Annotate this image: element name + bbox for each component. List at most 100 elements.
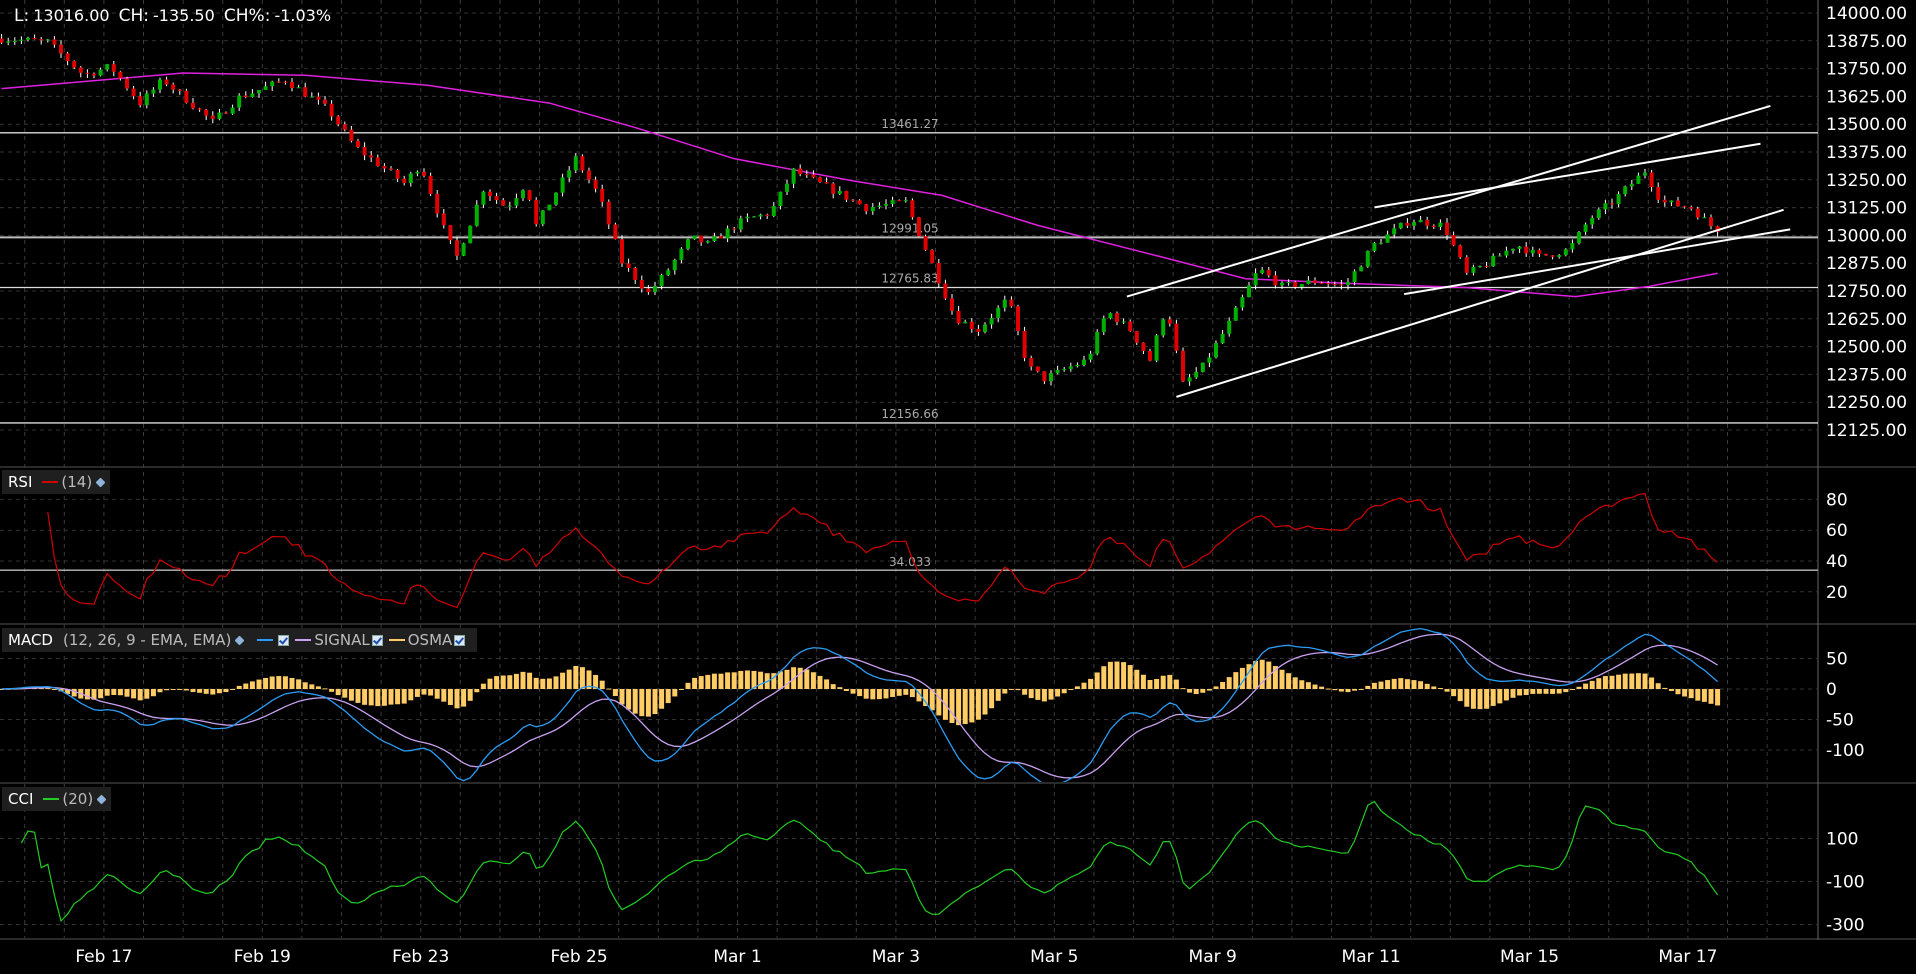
- candle-body: [1187, 377, 1192, 382]
- settings-icon[interactable]: [95, 477, 106, 487]
- osma-bar: [1385, 680, 1391, 689]
- osma-bar: [1088, 678, 1094, 689]
- osma-bar: [513, 673, 519, 689]
- candle-body: [1379, 242, 1383, 244]
- candle-body: [1068, 366, 1073, 370]
- macd-tick-label: -50: [1826, 711, 1854, 731]
- signal-visible-checkbox[interactable]: [371, 634, 383, 646]
- candle-body: [811, 174, 816, 178]
- osma-bar: [890, 689, 896, 697]
- osma-bar: [197, 689, 203, 693]
- candle-body: [290, 81, 294, 88]
- candle-body: [653, 286, 657, 293]
- osma-bar: [434, 689, 440, 699]
- settings-icon[interactable]: [96, 794, 107, 804]
- candle-body: [1392, 228, 1397, 235]
- y-tick-label: 12125.00: [1826, 421, 1907, 441]
- candle-body: [422, 171, 426, 176]
- candle-body: [527, 190, 532, 200]
- candle-body: [1511, 248, 1515, 251]
- osma-bar: [883, 689, 889, 699]
- osma-bar: [553, 676, 559, 689]
- candle-body: [349, 129, 354, 141]
- candle-body: [197, 108, 202, 110]
- settings-icon[interactable]: [234, 635, 245, 645]
- candle-body: [65, 53, 70, 62]
- cci-tick-label: -300: [1826, 916, 1865, 936]
- osma-bar: [527, 672, 533, 689]
- candle-body: [996, 307, 1001, 319]
- cci-series: [20, 800, 1719, 923]
- candle-body: [1517, 246, 1522, 249]
- osma-bar: [1675, 689, 1681, 695]
- candle-body: [1075, 364, 1080, 367]
- osma-visible-checkbox[interactable]: [454, 634, 466, 646]
- osma-bar: [969, 689, 975, 723]
- candle-body: [1273, 275, 1278, 286]
- candle-body: [250, 93, 255, 98]
- rsi-title: RSI: [8, 473, 33, 491]
- osma-bar: [500, 675, 506, 689]
- quote-readout: L: 13016.00 CH: -135.50 CH%: -1.03%: [14, 6, 335, 26]
- candle-body: [692, 235, 697, 240]
- candle-body: [1544, 253, 1548, 256]
- candle-body: [98, 69, 103, 76]
- osma-bar: [243, 683, 249, 689]
- candle-body: [1035, 366, 1040, 372]
- osma-bar: [1246, 664, 1252, 689]
- candle-body: [191, 102, 195, 109]
- osma-bar: [302, 682, 308, 689]
- osma-bar: [183, 689, 189, 691]
- candle-body: [177, 89, 182, 91]
- macd-panel-header[interactable]: MACD (12, 26, 9 - EMA, EMA) SIGNAL OSMA: [2, 628, 478, 652]
- candle-body: [474, 204, 479, 226]
- candle-body: [1346, 282, 1350, 285]
- osma-bar: [797, 667, 803, 689]
- candle-body: [1148, 350, 1152, 361]
- trendline: [1126, 105, 1771, 298]
- candle-body: [1412, 222, 1416, 226]
- rsi-panel-header[interactable]: RSI (14): [2, 470, 111, 494]
- y-tick-label: 12750.00: [1826, 282, 1907, 302]
- macd-visible-checkbox[interactable]: [278, 634, 290, 646]
- candle-body: [606, 201, 611, 225]
- osma-bar: [1378, 681, 1384, 689]
- osma-bar: [150, 689, 156, 697]
- osma-bar: [1325, 688, 1331, 690]
- candle-body: [580, 156, 585, 171]
- osma-bar: [685, 682, 691, 689]
- osma-bar: [1107, 661, 1113, 689]
- osma-bar: [1668, 689, 1674, 691]
- osma-bar: [1193, 689, 1199, 695]
- candle-body: [415, 171, 420, 174]
- candle-body: [699, 235, 704, 243]
- osma-bar: [1055, 689, 1061, 697]
- candle-body: [1167, 319, 1172, 324]
- candle-body: [1200, 362, 1205, 372]
- candle-body: [428, 175, 433, 194]
- osma-bar: [1622, 673, 1628, 689]
- candle-body: [573, 156, 578, 171]
- osma-bar: [1563, 689, 1569, 693]
- candle-body: [19, 39, 24, 41]
- osma-bar: [916, 689, 922, 702]
- osma-bar: [1167, 674, 1173, 689]
- osma-bar: [263, 677, 269, 689]
- candle-body: [85, 72, 90, 74]
- osma-bar: [1596, 678, 1602, 689]
- osma-bar: [652, 689, 658, 715]
- candle-body: [158, 79, 162, 90]
- candle-body: [870, 206, 875, 212]
- osma-bar: [408, 689, 414, 701]
- y-tick-label: 12250.00: [1826, 393, 1907, 413]
- candle-body: [1662, 199, 1667, 203]
- osma-bar: [606, 688, 612, 690]
- candle-body: [620, 239, 624, 264]
- cci-panel-header[interactable]: CCI (20): [2, 787, 112, 811]
- osma-bar: [929, 689, 935, 711]
- candle-body: [1313, 280, 1317, 284]
- osma-bar: [1437, 687, 1443, 689]
- candle-body: [897, 200, 902, 202]
- osma-bar: [1517, 689, 1523, 696]
- osma-bar: [1451, 689, 1457, 697]
